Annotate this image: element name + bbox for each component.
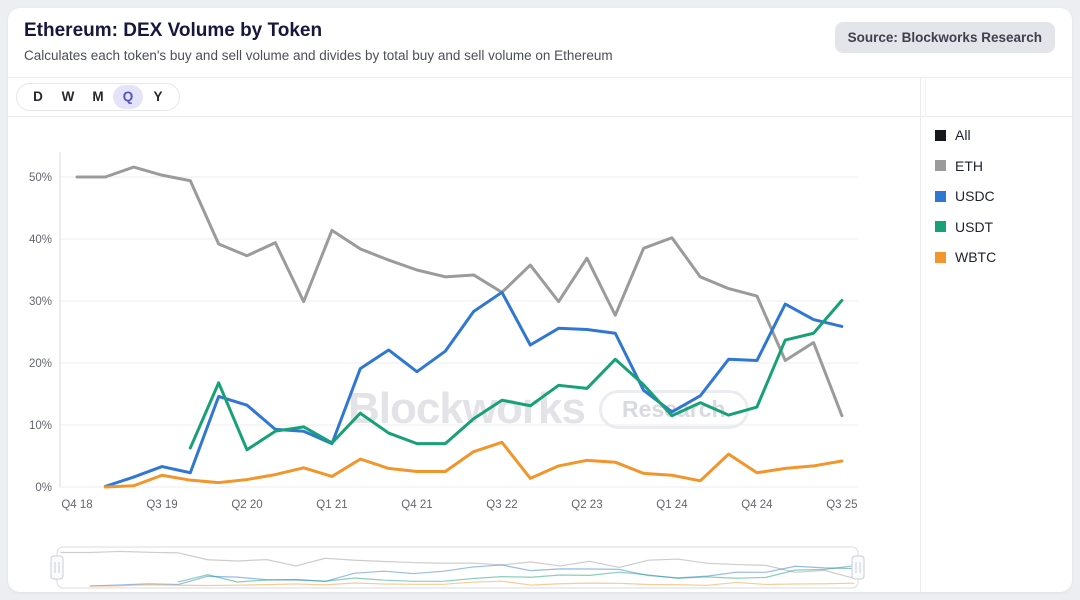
y-axis-tick-label: 50%: [29, 172, 52, 184]
series-line-usdc: [89, 564, 855, 587]
header-divider: [8, 77, 1072, 78]
range-button-y[interactable]: Y: [143, 85, 173, 109]
y-axis-tick-label: 40%: [29, 234, 52, 246]
legend-item-all[interactable]: All: [935, 126, 1072, 144]
navigator[interactable]: [50, 546, 865, 589]
toolbar-divider: [8, 116, 1072, 117]
range-button-m[interactable]: M: [83, 85, 113, 109]
x-axis-tick-label: Q1 21: [316, 499, 347, 511]
x-axis-tick-label: Q3 19: [146, 499, 177, 511]
x-axis-tick-label: Q3 22: [486, 499, 517, 511]
series-line-wbtc: [103, 440, 844, 489]
chart-area: Blockworks Research 0% 10% 20% 30% 40% 50% Q4 …: [8, 116, 920, 592]
chart-legend: All ETH USDC USDT WBTC: [935, 126, 1072, 279]
series-line-usdt: [188, 298, 844, 452]
page-title: Ethereum: DEX Volume by Token: [24, 20, 323, 41]
page-subtitle: Calculates each token's buy and sell vol…: [24, 48, 613, 63]
navigator-left-handle[interactable]: [50, 555, 64, 580]
legend-label: USDC: [955, 188, 995, 204]
legend-item-usdt[interactable]: USDT: [935, 218, 1072, 236]
range-button-q[interactable]: Q: [113, 85, 143, 109]
legend-divider-top: [925, 78, 926, 116]
legend-swatch-all: [935, 129, 946, 141]
legend-label: ETH: [955, 157, 983, 174]
legend-swatch-wbtc: [935, 251, 946, 263]
x-axis-tick-label: Q2 23: [571, 499, 602, 511]
y-axis-tick-label: 10%: [29, 420, 52, 432]
x-axis-tick-label: Q4 24: [741, 499, 773, 511]
y-axis-tick-label: 20%: [29, 358, 52, 370]
x-axis-tick-label: Q3 25: [826, 499, 857, 511]
header: Ethereum: DEX Volume by Token Calculates…: [8, 8, 1072, 77]
series-line-usdt: [177, 565, 855, 583]
series-line-eth: [60, 550, 855, 579]
line-chart-svg: 0% 10% 20% 30% 40% 50% Q4 18 Q3 19 Q2 20 Q1 21 Q4 …: [29, 152, 865, 589]
series-line-eth: [75, 165, 844, 418]
x-axis-tick-label: Q4 21: [401, 499, 432, 511]
y-axis-tick-label: 30%: [29, 296, 52, 308]
x-axis-tick-label: Q1 24: [656, 499, 688, 511]
legend-swatch-usdt: [935, 221, 946, 232]
chart-card: Ethereum: DEX Volume by Token Calculates…: [8, 8, 1072, 592]
legend-label: USDT: [955, 218, 994, 235]
navigator-right-handle[interactable]: [851, 555, 865, 580]
legend-item-usdc[interactable]: USDC: [935, 187, 1072, 205]
range-button-d[interactable]: D: [23, 85, 53, 109]
source-badge: Source: Blockworks Research: [834, 22, 1055, 53]
legend-item-eth[interactable]: ETH: [935, 157, 1072, 175]
y-axis-tick-label: 0%: [35, 482, 52, 494]
legend-item-wbtc[interactable]: WBTC: [935, 248, 1072, 266]
legend-swatch-eth: [935, 160, 946, 171]
legend-divider: [920, 78, 921, 592]
range-button-w[interactable]: W: [53, 85, 83, 109]
series-line-wbtc: [89, 580, 855, 587]
legend-label: WBTC: [955, 249, 997, 265]
legend-swatch-usdc: [935, 190, 946, 202]
x-axis-tick-label: Q2 20: [231, 499, 262, 511]
legend-label: All: [955, 127, 971, 143]
x-axis-tick-label: Q4 18: [61, 499, 92, 511]
series-line-usdc: [103, 290, 844, 488]
